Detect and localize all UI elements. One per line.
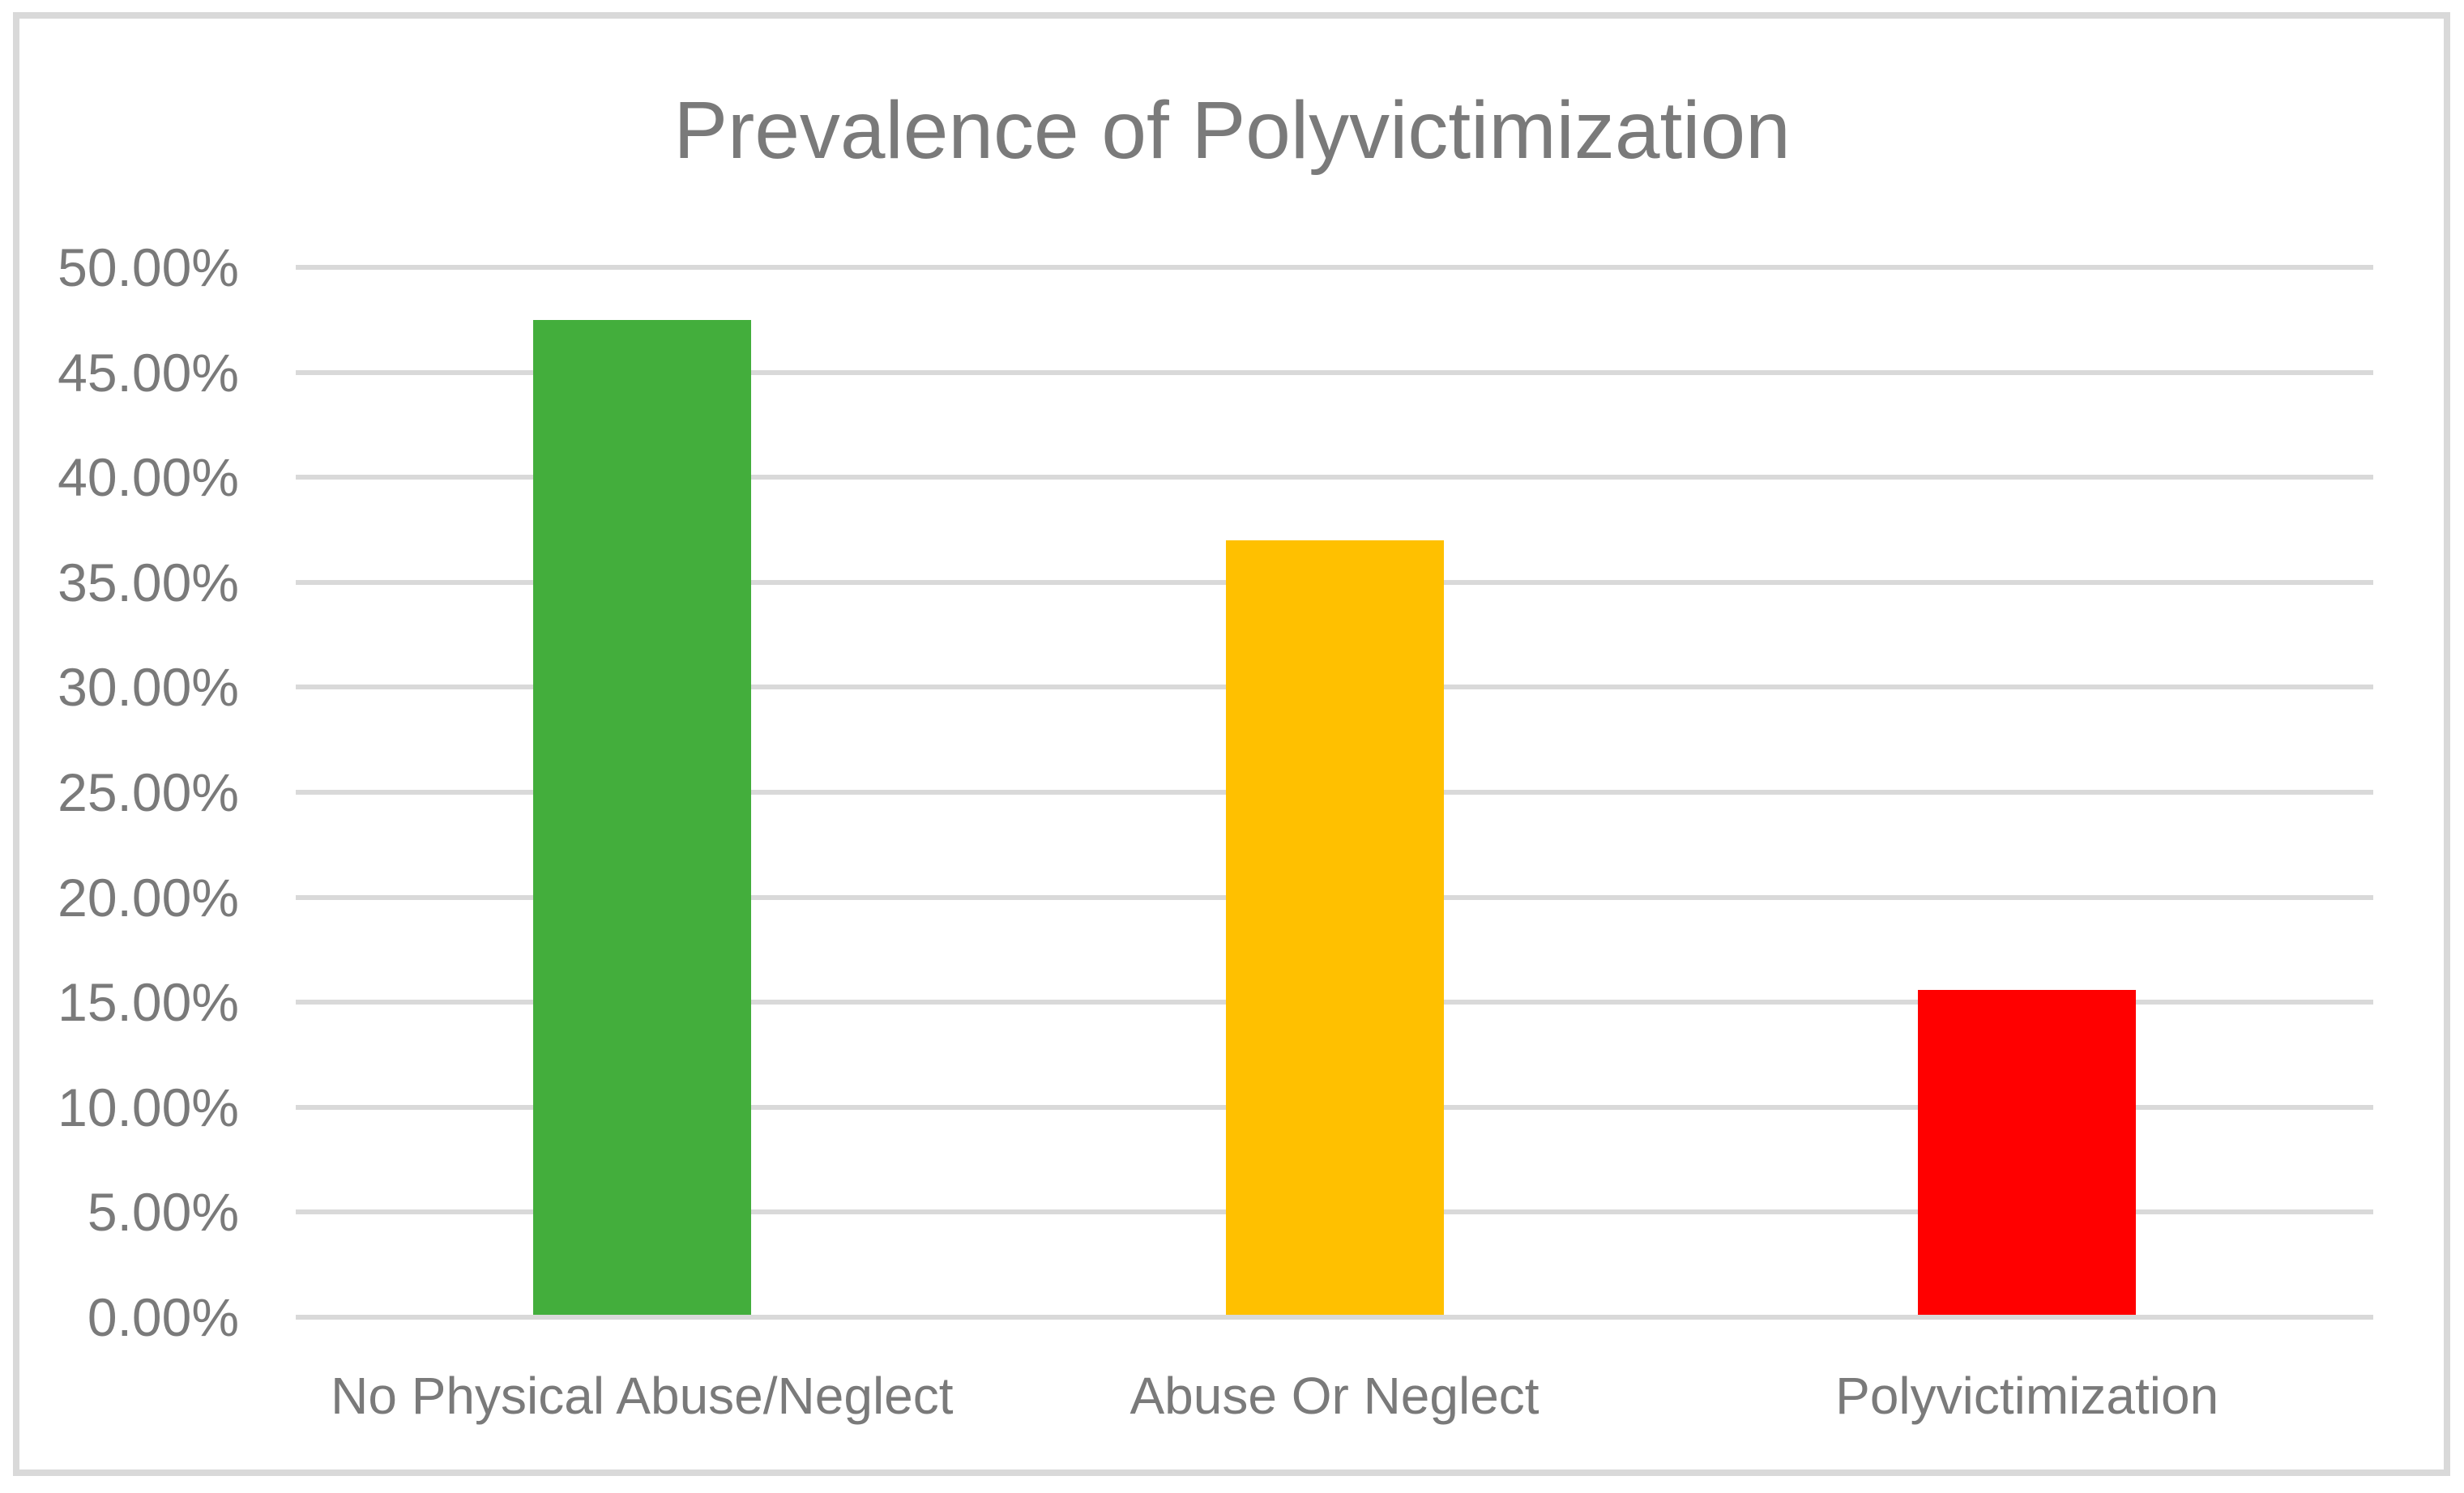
y-axis-tick-label: 30.00% <box>58 657 239 718</box>
x-axis-category-label: No Physical Abuse/Neglect <box>331 1367 954 1425</box>
gridline-45pct <box>296 369 2373 375</box>
gridline-40pct <box>296 475 2373 480</box>
y-axis-tick-label: 45.00% <box>58 342 239 403</box>
y-axis-tick-label: 35.00% <box>58 552 239 612</box>
x-axis-category-label: Polyvictimization <box>1835 1367 2219 1425</box>
chart-title: Prevalence of Polyvictimization <box>673 85 1791 176</box>
x-axis-category-label: Abuse Or Neglect <box>1130 1367 1539 1425</box>
y-axis-tick-label: 15.00% <box>58 972 239 1033</box>
y-axis-tick-label: 5.00% <box>87 1182 239 1243</box>
gridline-0pct <box>296 1315 2373 1320</box>
y-axis-tick-label: 40.00% <box>58 447 239 508</box>
bar-abuse-or-neglect <box>1225 540 1444 1315</box>
bar-polyvictimization <box>1918 989 2137 1315</box>
y-axis-tick-label: 10.00% <box>58 1077 239 1137</box>
y-axis-tick-label: 0.00% <box>87 1287 239 1347</box>
y-axis-tick-label: 50.00% <box>58 237 239 297</box>
y-axis-tick-label: 20.00% <box>58 867 239 928</box>
y-axis-tick-label: 25.00% <box>58 762 239 822</box>
gridline-50pct <box>296 265 2373 270</box>
bar-no-physical-abuse-neglect <box>532 319 751 1315</box>
